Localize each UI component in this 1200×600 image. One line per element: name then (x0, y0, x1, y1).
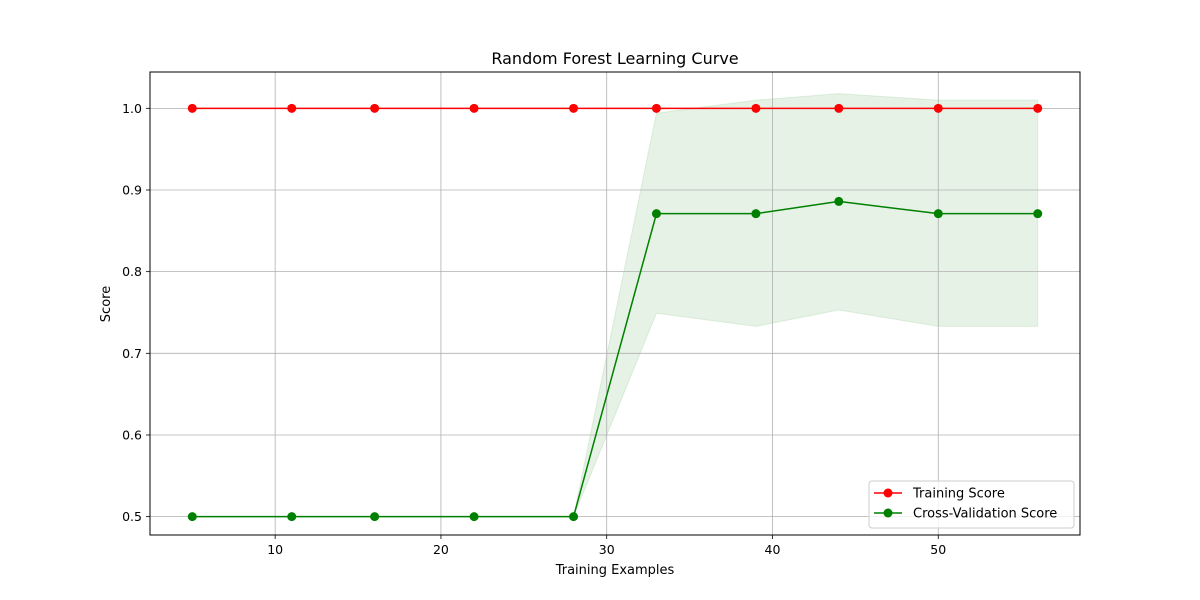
y-tick-label: 0.6 (122, 427, 142, 442)
x-tick-label: 50 (930, 542, 946, 557)
data-point-series-1 (834, 196, 844, 206)
data-point-series-0 (187, 103, 197, 113)
y-axis-ticks: 0.5 0.6 0.7 0.8 0.9 1.0 (122, 101, 150, 524)
data-point-series-0 (569, 103, 579, 113)
plot-area-frame (149, 71, 1081, 536)
data-point-series-1 (933, 209, 943, 219)
x-tick-label: 40 (765, 542, 781, 557)
legend-marker-cross-validation (883, 508, 893, 518)
y-tick-label: 0.7 (122, 346, 142, 361)
chart-title: Random Forest Learning Curve (491, 49, 738, 68)
data-point-series-1 (187, 512, 197, 522)
legend-label-training: Training Score (912, 487, 1005, 502)
data-point-series-0 (1033, 103, 1043, 113)
data-point-series-0 (370, 103, 380, 113)
data-point-series-0 (287, 103, 297, 113)
series-lines (192, 107, 1038, 518)
legend-label-cross-validation: Cross-Validation Score (913, 507, 1057, 522)
data-point-series-1 (1033, 209, 1043, 219)
data-point-series-0 (834, 103, 844, 113)
y-tick-label: 0.9 (122, 182, 142, 197)
data-point-series-1 (370, 512, 380, 522)
x-tick-label: 10 (267, 542, 283, 557)
data-point-series-0 (469, 103, 479, 113)
data-point-series-0 (751, 103, 761, 113)
x-tick-label: 30 (599, 542, 615, 557)
y-axis-label: Score (99, 286, 114, 322)
data-point-series-1 (469, 512, 479, 522)
y-tick-label: 0.5 (122, 509, 142, 524)
y-tick-label: 0.8 (122, 264, 142, 279)
series-line-1 (192, 200, 1038, 518)
data-point-series-1 (751, 209, 761, 219)
data-point-series-0 (933, 103, 943, 113)
x-axis-ticks: 10 20 30 40 50 (267, 535, 946, 557)
data-point-series-1 (651, 209, 661, 219)
legend-marker-training (883, 488, 893, 498)
x-axis-label: Training Examples (555, 563, 675, 578)
data-point-series-1 (569, 512, 579, 522)
legend-box (868, 480, 1075, 529)
x-tick-label: 20 (433, 542, 449, 557)
series-markers (187, 103, 1043, 522)
data-point-series-0 (651, 103, 661, 113)
data-point-series-1 (287, 512, 297, 522)
y-tick-label: 1.0 (122, 101, 142, 116)
legend: Training Score Cross-Validation Score (868, 480, 1075, 529)
